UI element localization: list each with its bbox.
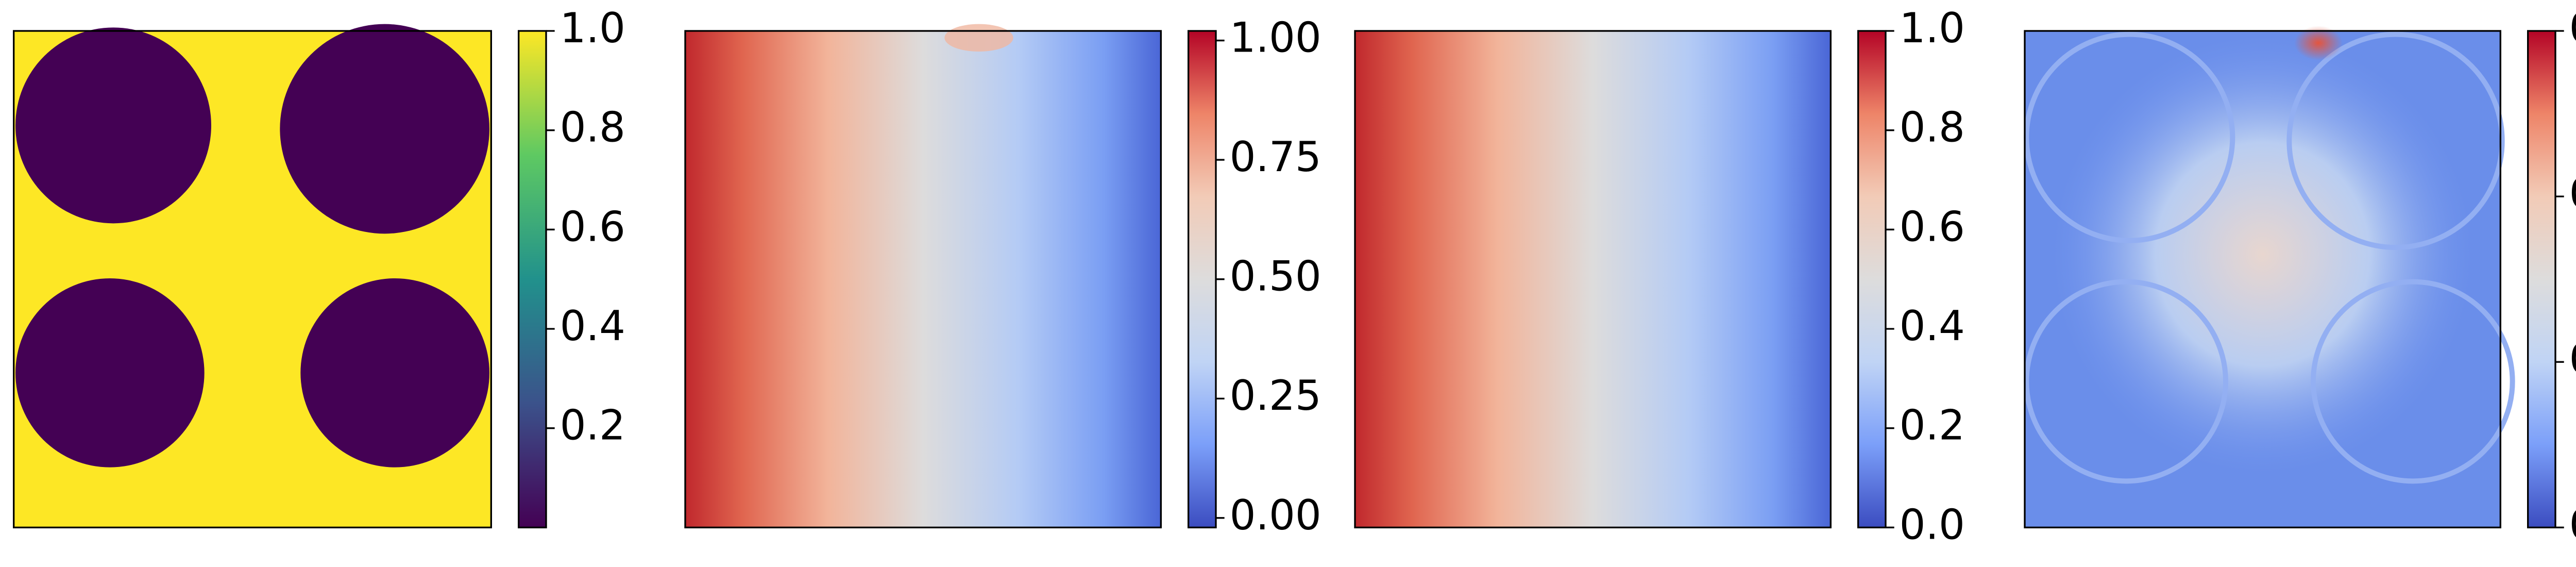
colorbar-tick-label: 0.4 (560, 302, 625, 350)
colorbar-tick-label: 0.05 (2569, 335, 2576, 383)
field-image (2024, 26, 2515, 528)
colorbar-tick-label: 0.2 (1900, 402, 1965, 449)
colorbar-tick-label: 0.4 (1900, 302, 1965, 350)
colorbar-tick-label: 0.00 (2569, 501, 2576, 548)
colorbar-tick-label: 0.8 (1900, 104, 1965, 152)
colorbar-tick-label: 0.2 (560, 402, 625, 449)
colorbar (1857, 30, 1887, 528)
field-image (684, 24, 1162, 528)
colorbar-tick-label: 0.50 (1230, 253, 1321, 301)
field-image (1354, 30, 1832, 528)
colorbar (1188, 30, 1217, 528)
field-image (12, 24, 492, 528)
colorbar-tick-label: 0.00 (1230, 491, 1321, 539)
colorbar-tick-label: 0.0 (1900, 501, 1965, 548)
colorbar-tick-label: 0.6 (560, 203, 625, 251)
colorbar-tick-label: 0.6 (1900, 203, 1965, 251)
colorbar (518, 30, 547, 528)
colorbar-tick-label: 0.25 (1230, 372, 1321, 420)
colorbar-tick-label: 1.0 (1900, 4, 1965, 52)
colorbar (2527, 30, 2556, 528)
colorbar-tick-label: 1.0 (560, 4, 625, 52)
colorbar-tick-label: 0.75 (1230, 133, 1321, 181)
colorbar-tick-label: 0.8 (560, 104, 625, 152)
colorbar-tick-label: 0.15 (2569, 4, 2576, 52)
colorbar-tick-label: 1.00 (1230, 13, 1321, 61)
colorbar-tick-label: 0.10 (2569, 170, 2576, 218)
